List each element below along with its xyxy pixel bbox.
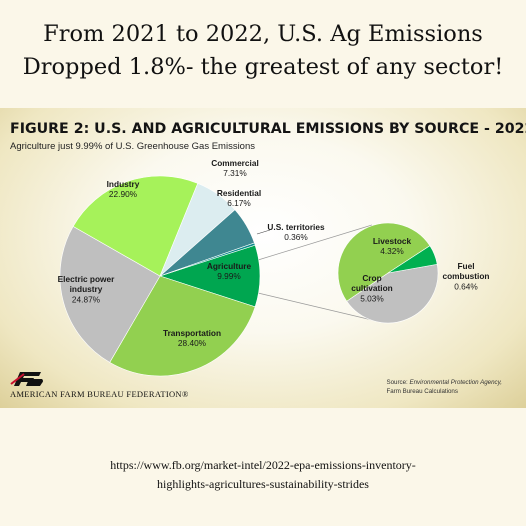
- label-agriculture: Agriculture 9.99%: [207, 261, 252, 281]
- label-transportation: Transportation 28.40%: [163, 328, 221, 348]
- headline-line-1: From 2021 to 2022, U.S. Ag Emissions: [43, 21, 483, 47]
- url-line-2: highlights-agricultures-sustainability-s…: [157, 477, 369, 491]
- slice-electric-power-industry: [59, 225, 161, 363]
- label-fuel-combustion: Fuel combustion 0.64%: [442, 261, 489, 291]
- label-residential: Residential 6.17%: [217, 188, 261, 208]
- url-line-1: https://www.fb.org/market-intel/2022-epa…: [110, 458, 416, 472]
- label-crop-cultivation: Crop cultivation 5.03%: [351, 273, 393, 303]
- main-pie: [59, 175, 261, 377]
- label-livestock: Livestock 4.32%: [373, 236, 412, 256]
- slice-crop-cultivation: [337, 222, 431, 302]
- figure-subtitle: Agriculture just 9.99% of U.S. Greenhous…: [10, 141, 256, 152]
- label-commercial: Commercial 7.31%: [211, 158, 259, 178]
- logo-text: AMERICAN FARM BUREAU FEDERATION®: [10, 389, 189, 399]
- source-url: https://www.fb.org/market-intel/2022-epa…: [0, 456, 526, 494]
- slice-labels: Agriculture 9.99% Transportation 28.40% Elec…: [58, 158, 490, 348]
- pie-charts: Agriculture 9.99% Transportation 28.40% Elec…: [58, 158, 490, 377]
- label-u-s-territories: U.S. territories 0.36%: [267, 222, 325, 242]
- slice-u-s-territories: [159, 242, 256, 277]
- zoom-connectors: [257, 224, 373, 321]
- slice-industry: [72, 175, 199, 277]
- source-agency: Environmental Protection Agency,: [409, 379, 502, 386]
- slice-livestock: [346, 263, 439, 324]
- source-note: Source: Environmental Protection Agency,…: [386, 379, 502, 396]
- headline: From 2021 to 2022, U.S. Ag Emissions Dro…: [0, 18, 526, 84]
- fb-logo-icon: [10, 372, 43, 386]
- figure-title: FIGURE 2: U.S. AND AGRICULTURAL EMISSION…: [10, 121, 526, 137]
- slice-transportation: [109, 275, 256, 377]
- figure-card: Agriculture 9.99% Transportation 28.40% Elec…: [0, 108, 526, 408]
- source-prefix: Source:: [386, 379, 410, 386]
- label-industry: Industry 22.90%: [107, 179, 140, 199]
- slice-fuel-combustion: [387, 245, 438, 274]
- agriculture-pie: [337, 222, 439, 324]
- source-line-2: Farm Bureau Calculations: [386, 387, 458, 395]
- label-electric-power-industry: Electric power industry 24.87%: [58, 274, 115, 304]
- headline-line-2: Dropped 1.8%- the greatest of any sector…: [22, 54, 504, 80]
